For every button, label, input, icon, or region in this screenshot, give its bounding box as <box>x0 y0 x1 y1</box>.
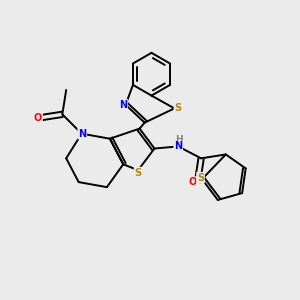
Text: S: S <box>134 168 142 178</box>
Text: H: H <box>175 135 183 144</box>
Text: S: S <box>174 103 182 113</box>
Text: N: N <box>78 129 86 139</box>
Text: S: S <box>197 172 204 183</box>
Text: N: N <box>174 141 182 152</box>
Text: N: N <box>119 100 127 110</box>
Text: O: O <box>34 113 42 123</box>
Text: O: O <box>188 177 196 187</box>
